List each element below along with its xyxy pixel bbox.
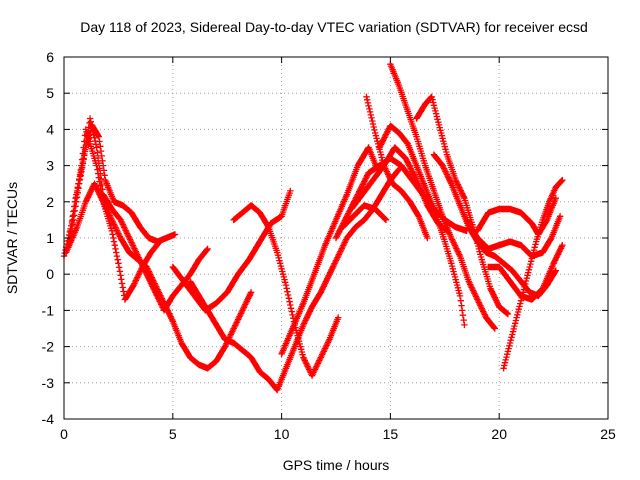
series-sat-g — [187, 166, 403, 394]
data-series — [60, 61, 566, 394]
y-tick-label: -4 — [42, 411, 55, 427]
x-tick-label: 0 — [60, 426, 68, 442]
series-sat-t — [485, 242, 566, 303]
series-sat-n — [387, 61, 498, 332]
series-sat-h — [278, 144, 381, 357]
series-sat-f — [230, 202, 342, 379]
series-sat-e — [169, 187, 294, 314]
y-axis-label: SDTVAR / TECUs — [4, 182, 20, 294]
tick-labels: 0 5 10 15 20 25 -4 -3 -2 -1 0 1 2 3 4 5 6 — [42, 49, 616, 442]
x-tick-label: 20 — [491, 426, 507, 442]
chart-title: Day 118 of 2023, Sidereal Day-to-day VTE… — [80, 19, 588, 35]
y-tick-label: 3 — [46, 158, 54, 174]
series-sat-m — [376, 122, 468, 329]
series-sat-r — [463, 213, 564, 260]
x-tick-label: 15 — [383, 426, 399, 442]
y-tick-label: 2 — [46, 194, 54, 210]
y-tick-label: 6 — [46, 49, 54, 65]
x-tick-label: 5 — [169, 426, 177, 442]
series-sat-d — [63, 180, 163, 303]
y-tick-label: 4 — [46, 121, 54, 137]
y-tick-label: 0 — [46, 266, 54, 282]
axis-ticks — [63, 56, 609, 420]
y-tick-label: 1 — [46, 230, 54, 246]
y-tick-label: -2 — [42, 339, 55, 355]
x-axis-label: GPS time / hours — [283, 457, 390, 473]
series-sat-s — [500, 176, 566, 372]
y-tick-label: 5 — [46, 85, 54, 101]
series-sat-c — [67, 122, 179, 245]
y-tick-label: -1 — [42, 302, 55, 318]
x-tick-label: 25 — [600, 426, 616, 442]
x-tick-label: 10 — [274, 426, 290, 442]
series-sat-k — [339, 202, 390, 231]
y-tick-label: -3 — [42, 375, 55, 391]
